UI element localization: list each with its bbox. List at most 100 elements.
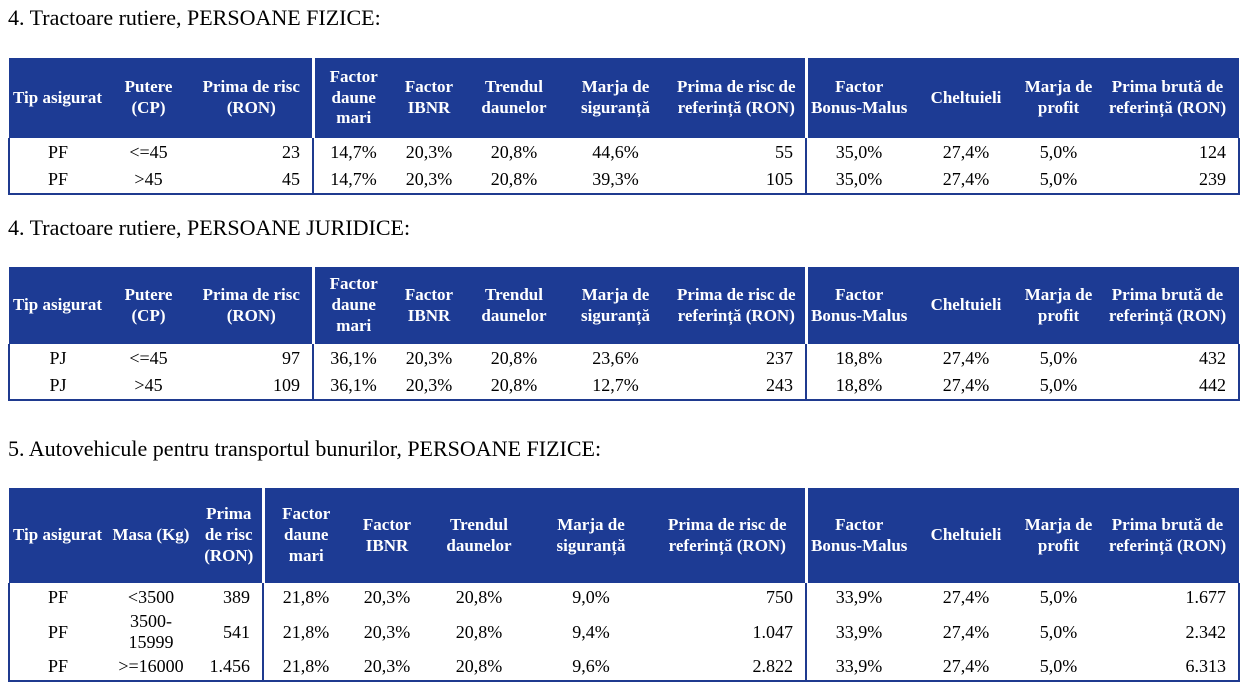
table-cell: 23,6% xyxy=(563,344,668,372)
column-header-6: Trendul daunelor xyxy=(426,488,532,583)
column-header-4: Factor daune mari xyxy=(311,267,393,344)
table-cell: 9,6% xyxy=(532,653,650,682)
table-cell: 33,9% xyxy=(805,611,911,653)
table-cell: PF xyxy=(8,611,106,653)
table-cell: 20,8% xyxy=(426,611,532,653)
column-header-11: Marja de profit xyxy=(1021,58,1096,138)
column-header-4: Factor daune mari xyxy=(311,58,393,138)
column-header-8: Prima de risc de referință (RON) xyxy=(668,267,806,344)
table-cell: 541 xyxy=(196,611,263,653)
column-header-9: Factor Bonus-Malus xyxy=(804,488,911,583)
table-cell: 5,0% xyxy=(1021,138,1096,166)
table-cell: 21,8% xyxy=(262,583,348,611)
section-title-tractoare-pj: 4. Tractoare rutiere, PERSOANE JURIDICE: xyxy=(8,215,411,240)
table-cell: 20,3% xyxy=(393,344,465,372)
table-cell: <=45 xyxy=(106,138,191,166)
table-cell: 55 xyxy=(668,138,806,166)
table-cell: 432 xyxy=(1096,344,1240,372)
column-header-8: Prima de risc de referință (RON) xyxy=(650,488,806,583)
table-cell: 20,3% xyxy=(348,611,426,653)
table-cell: 18,8% xyxy=(805,344,911,372)
table-cell: PF xyxy=(8,583,106,611)
table-cell: 23 xyxy=(191,138,313,166)
table-cell: 124 xyxy=(1096,138,1240,166)
table-cell: 5,0% xyxy=(1021,583,1096,611)
table-cell: 20,3% xyxy=(393,138,465,166)
table-cell: 3500-15999 xyxy=(106,611,196,653)
column-header-5: Factor IBNR xyxy=(393,58,465,138)
column-header-6: Trendul daunelor xyxy=(465,58,563,138)
column-header-8: Prima de risc de referință (RON) xyxy=(668,58,806,138)
table-cell: 14,7% xyxy=(312,138,393,166)
column-header-12: Prima brută de referință (RON) xyxy=(1096,488,1239,583)
table-cell: PF xyxy=(8,166,106,195)
table-row: PJ >45 109 36,1% 20,3% 20,8% 12,7% 243 18,8% 27,4… xyxy=(8,372,1240,401)
table-cell: >45 xyxy=(106,166,191,195)
table-cell: 20,8% xyxy=(465,344,563,372)
table-cell: 239 xyxy=(1096,166,1240,195)
table-cell: 5,0% xyxy=(1021,372,1096,401)
column-header-7: Marja de siguranță xyxy=(563,58,668,138)
table-cell: 442 xyxy=(1096,372,1240,401)
section-title-tractoare-pf: 4. Tractoare rutiere, PERSOANE FIZICE: xyxy=(8,5,381,30)
column-header-10: Cheltuieli xyxy=(911,58,1021,138)
header-row: Tip asigurat Masa (Kg) Prima de risc (RON)… xyxy=(9,488,1239,583)
column-header-9: Factor Bonus-Malus xyxy=(804,58,911,138)
table-cell: 20,8% xyxy=(465,138,563,166)
table-cell: 27,4% xyxy=(911,653,1021,682)
table-cell: <3500 xyxy=(106,583,196,611)
table-cell: 20,8% xyxy=(426,653,532,682)
table-cell: 389 xyxy=(196,583,263,611)
column-header-1: Tip asigurat xyxy=(9,267,106,344)
table-cell: 27,4% xyxy=(911,166,1021,195)
column-header-10: Cheltuieli xyxy=(911,488,1021,583)
table-cell: 27,4% xyxy=(911,583,1021,611)
table-cell: 20,3% xyxy=(393,372,465,401)
table-autovehicule-persoane-fizice: Tip asigurat Masa (Kg) Prima de risc (RON)… xyxy=(8,488,1240,682)
table-cell: 27,4% xyxy=(911,611,1021,653)
table-cell: >45 xyxy=(106,372,191,401)
table-cell: 6.313 xyxy=(1096,653,1240,682)
table-cell: 237 xyxy=(668,344,806,372)
column-header-3: Prima de risc (RON) xyxy=(196,488,263,583)
column-header-7: Marja de siguranță xyxy=(563,267,668,344)
table-cell: 18,8% xyxy=(805,372,911,401)
column-header-12: Prima brută de referință (RON) xyxy=(1096,58,1239,138)
table-cell: 1.456 xyxy=(196,653,263,682)
column-header-3: Prima de risc (RON) xyxy=(191,58,313,138)
table-cell: 27,4% xyxy=(911,138,1021,166)
table-cell: 5,0% xyxy=(1021,344,1096,372)
table-cell: 1.047 xyxy=(650,611,806,653)
table-cell: 45 xyxy=(191,166,313,195)
table-cell: 1.677 xyxy=(1096,583,1240,611)
table-cell: 36,1% xyxy=(312,372,393,401)
table-cell: PF xyxy=(8,138,106,166)
column-header-1: Tip asigurat xyxy=(9,488,106,583)
table-cell: 20,8% xyxy=(465,166,563,195)
column-header-2: Putere (CP) xyxy=(106,267,191,344)
column-header-5: Factor IBNR xyxy=(393,267,465,344)
table-cell: 33,9% xyxy=(805,653,911,682)
table-row: PJ <=45 97 36,1% 20,3% 20,8% 23,6% 237 18,8% 27,4… xyxy=(8,344,1240,372)
table-row: PF >=16000 1.456 21,8% 20,3% 20,8% 9,6% 2.822 33… xyxy=(8,653,1240,682)
header-row: Tip asigurat Putere (CP) Prima de risc (RO… xyxy=(9,267,1239,344)
table-cell: 20,8% xyxy=(465,372,563,401)
table-cell: 2.822 xyxy=(650,653,806,682)
table-cell: 105 xyxy=(668,166,806,195)
table-cell: 20,8% xyxy=(426,583,532,611)
table-cell: 27,4% xyxy=(911,372,1021,401)
table-cell: 243 xyxy=(668,372,806,401)
table-cell: 14,7% xyxy=(312,166,393,195)
table-cell: 9,4% xyxy=(532,611,650,653)
table-row: PF >45 45 14,7% 20,3% 20,8% 39,3% 105 35,0% 27,4%… xyxy=(8,166,1240,195)
table-tractoare-persoane-fizice: Tip asigurat Putere (CP) Prima de risc (RO… xyxy=(8,58,1240,195)
table-cell: <=45 xyxy=(106,344,191,372)
table-cell: PF xyxy=(8,653,106,682)
table-cell: 20,3% xyxy=(348,583,426,611)
column-header-11: Marja de profit xyxy=(1021,267,1096,344)
table-cell: 36,1% xyxy=(312,344,393,372)
table-cell: 2.342 xyxy=(1096,611,1240,653)
table-cell: 750 xyxy=(650,583,806,611)
column-header-1: Tip asigurat xyxy=(9,58,106,138)
table-row: PF 3500-15999 541 21,8% 20,3% 20,8% 9,4% 1.047 3… xyxy=(8,611,1240,653)
